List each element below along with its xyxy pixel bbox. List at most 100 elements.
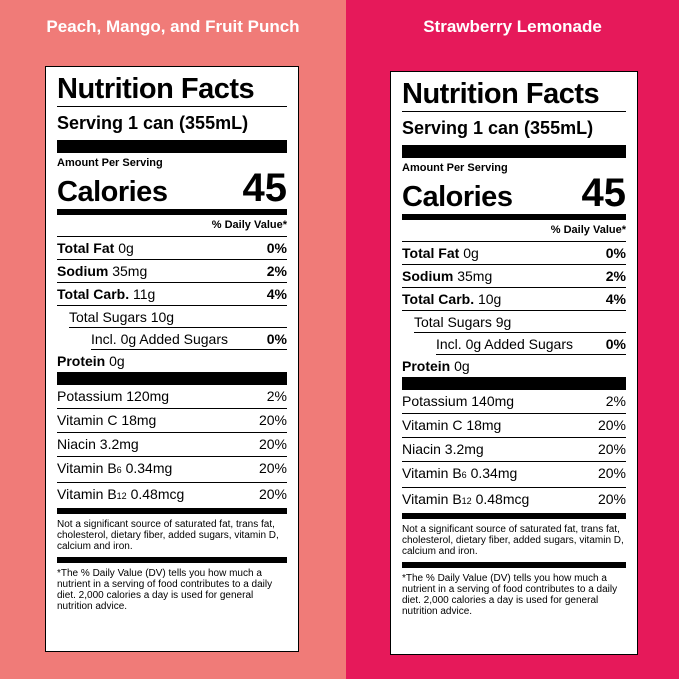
nutrient-subscript: 6 [461,470,467,480]
nutrient-dv: 20% [597,465,626,481]
calories-label: Calories [402,181,513,213]
nutrient-dv: 2% [266,388,287,404]
amount-per-serving: Amount Per Serving [57,157,163,169]
sodium-row: Sodium 35mg 2% [57,260,287,283]
nutrient-amount: 35mg [457,268,493,284]
total-sugars-row: Total Sugars 10g [57,306,287,328]
nutrient-dv: 20% [597,491,626,507]
flavor-title: Peach, Mango, and Fruit Punch [46,17,300,36]
nutrient-subscript: 12 [116,491,127,501]
nutrient-label: Niacin 3.2mg [57,436,139,452]
nutrition-facts-heading: Nutrition Facts [57,74,287,107]
nutrient-dv: 20% [597,441,626,457]
flavor-title: Strawberry Lemonade [423,17,602,36]
nutrient-amount: 11g [132,286,156,302]
nutrient-dv: 4% [266,286,287,302]
nutrient-dv: 0% [605,336,626,352]
nutrient-label: Potassium 120mg [57,388,170,404]
nutrient-label: Total Fat [402,245,460,261]
nutrient-label: Protein [57,353,106,369]
nutrient-amount: 0g [109,353,125,369]
nutrient-amount: 0.34mg [466,465,518,481]
nutrient-dv: 20% [597,417,626,433]
nutrient-dv: 2% [605,393,626,409]
nutrient-label: Incl. 0g Added Sugars [436,336,573,352]
vitamin-b12-row: Vitamin B12 0.48mcg 20% [57,483,287,514]
calories-value: 45 [242,166,288,210]
sodium-row: Sodium 35mg 2% [402,265,626,288]
nutrient-amount: 0g [118,240,134,256]
added-sugars-row: Incl. 0g Added Sugars 0% [402,333,626,355]
nutrient-subscript: 6 [116,465,122,475]
vitamin-b12-row: Vitamin B12 0.48mcg 20% [402,488,626,519]
niacin-row: Niacin 3.2mg 20% [57,433,287,457]
calories-row: Calories 45 [57,166,288,215]
nutrient-amount: 0g [463,245,479,261]
nutrient-label: Vitamin C 18mg [57,412,157,428]
nutrient-subscript: 12 [461,496,472,506]
potassium-row: Potassium 140mg 2% [402,390,626,414]
total-carb-row: Total Carb. 11g 4% [57,283,287,306]
nutrient-amount: 10g [477,291,502,307]
nutrient-dv: 20% [258,460,287,476]
total-fat-row: Total Fat 0g 0% [402,242,626,265]
daily-value-header: % Daily Value* [57,215,287,237]
nutrient-dv: 2% [605,268,626,284]
nutrient-dv: 20% [258,412,287,428]
nutrient-label: Total Sugars 9g [414,314,512,330]
nutrient-amount: 35mg [112,263,148,279]
daily-value-footnote: *The % Daily Value (DV) tells you how mu… [402,573,618,617]
vitamin-c-row: Vitamin C 18mg 20% [402,414,626,438]
nutrient-label: Sodium [57,263,109,279]
potassium-row: Potassium 120mg 2% [57,385,287,409]
daily-value-header: % Daily Value* [402,220,626,242]
nutrient-dv: 4% [605,291,626,307]
daily-value-footnote: *The % Daily Value (DV) tells you how mu… [57,568,273,612]
nutrient-amount: 0.48mcg [471,491,530,507]
panel-strawberry-lemonade: Strawberry Lemonade Nutrition Facts Serv… [346,0,679,679]
vitamin-b6-row: Vitamin B6 0.34mg 20% [57,457,287,483]
total-sugars-row: Total Sugars 9g [402,311,626,333]
nutrient-label: Sodium [402,268,454,284]
nutrient-label: Potassium 140mg [402,393,515,409]
total-fat-row: Total Fat 0g 0% [57,237,287,260]
nutrient-dv: 0% [605,245,626,261]
nutrient-dv: 2% [266,263,287,279]
niacin-row: Niacin 3.2mg 20% [402,438,626,462]
nutrition-label: Nutrition Facts Serving 1 can (355mL) Am… [390,71,638,655]
nutrient-label: Vitamin C 18mg [402,417,502,433]
nutrient-dv: 20% [258,436,287,452]
nutrient-amount: 0.48mcg [126,486,185,502]
nutrient-label: Total Carb. [57,286,130,302]
vitamin-c-row: Vitamin C 18mg 20% [57,409,287,433]
nutrient-amount: 0g [454,358,470,374]
nutrient-label: Niacin 3.2mg [402,441,484,457]
serving-size: Serving 1 can (355mL) [402,112,626,158]
nutrient-label: Vitamin B [402,491,462,507]
insignificant-sources-note: Not a significant source of saturated fa… [57,514,287,563]
nutrition-facts-heading: Nutrition Facts [402,79,626,112]
nutrient-label: Protein [402,358,451,374]
nutrient-label: Vitamin B [402,465,462,481]
total-carb-row: Total Carb. 10g 4% [402,288,626,311]
nutrient-label: Incl. 0g Added Sugars [91,331,228,347]
nutrient-label: Vitamin B [57,486,117,502]
nutrient-dv: 0% [266,331,287,347]
nutrient-label: Total Carb. [402,291,475,307]
nutrition-label: Nutrition Facts Serving 1 can (355mL) Am… [45,66,299,652]
protein-row: Protein 0g [402,355,626,390]
nutrient-amount: 0.34mg [121,460,173,476]
calories-label: Calories [57,176,168,208]
calories-value: 45 [581,171,627,215]
nutrient-dv: 20% [258,486,287,502]
protein-row: Protein 0g [57,350,287,385]
serving-size: Serving 1 can (355mL) [57,107,287,153]
nutrient-dv: 0% [266,240,287,256]
nutrient-label: Total Fat [57,240,115,256]
nutrient-label: Vitamin B [57,460,117,476]
amount-per-serving: Amount Per Serving [402,162,508,174]
panel-peach-mango: Peach, Mango, and Fruit Punch Nutrition … [0,0,346,679]
insignificant-sources-note: Not a significant source of saturated fa… [402,519,626,568]
added-sugars-row: Incl. 0g Added Sugars 0% [57,328,287,350]
